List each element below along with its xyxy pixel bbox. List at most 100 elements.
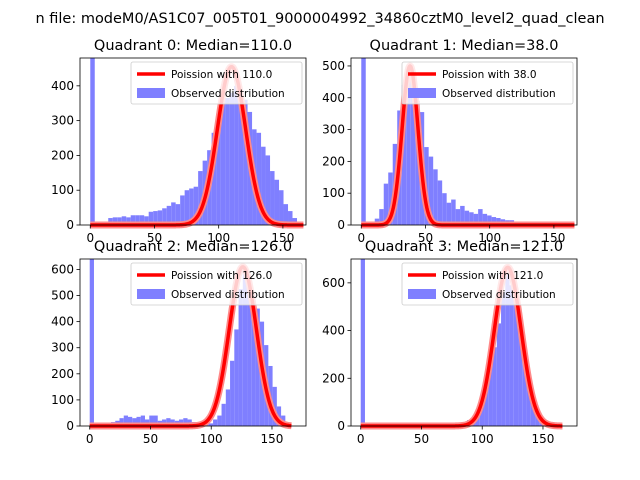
histogram-bar: [119, 418, 124, 426]
panel-quadrant-3: Quadrant 3: Median=121.0 0 50 100 150 0 200 4…: [322, 239, 578, 446]
legend-box: [130, 61, 303, 105]
legend-box: [130, 262, 303, 306]
histogram-bar: [123, 415, 128, 426]
histogram-bar: [211, 132, 217, 225]
panel-quadrant-2: Quadrant 2: Median=126.0 0 50 100 150 0 100 2…: [51, 239, 307, 446]
legend-label-poisson: Poission with 126.0: [171, 270, 272, 282]
legend-box: [401, 61, 574, 105]
y-tick-label: 200: [51, 148, 74, 162]
y-axis-ticks: 0 200 400 600: [322, 276, 351, 433]
y-axis-ticks: 0 100 200 300 400 500 600: [51, 262, 80, 433]
histogram-bar: [270, 171, 275, 225]
histogram-bar: [501, 292, 506, 426]
histogram-bar: [234, 329, 239, 426]
histogram-bar: [526, 378, 531, 426]
x-axis-ticks: 0 50 100 150: [86, 225, 294, 245]
histogram-bar: [238, 91, 244, 225]
panel-quadrant-1: Quadrant 1: Median=38.0 0 50 100 150 0 100 20…: [322, 38, 578, 245]
histogram-bar: [117, 217, 122, 225]
histogram-bar: [126, 217, 131, 225]
histogram-bar: [265, 155, 271, 225]
x-tick-label: 150: [271, 231, 294, 245]
histogram-bar: [144, 216, 149, 225]
y-tick-label: 0: [337, 218, 345, 232]
histogram-bar: [274, 179, 280, 225]
histogram-bar: [157, 210, 163, 225]
histogram-bar: [455, 209, 461, 225]
histogram-bar: [255, 308, 260, 426]
y-tick-label: 100: [51, 393, 74, 407]
panel-title: Quadrant 0: Median=110.0: [94, 38, 292, 54]
histogram-bar: [90, 58, 95, 225]
histogram-bar: [139, 215, 145, 225]
histogram-bar: [487, 215, 492, 225]
panel-title: Quadrant 3: Median=121.0: [365, 239, 563, 255]
histogram-bar: [162, 208, 167, 225]
y-tick-label: 100: [51, 183, 74, 197]
axes-frame: [79, 57, 307, 226]
histogram-bar: [153, 211, 158, 225]
y-tick-label: 200: [322, 154, 345, 168]
y-tick-label: 400: [322, 324, 345, 338]
histogram-bar: [247, 285, 252, 426]
histogram-bar: [213, 419, 218, 426]
histogram-bar: [530, 399, 536, 426]
y-tick-label: 0: [66, 419, 74, 433]
histogram-bar: [496, 323, 502, 426]
histogram-bar: [208, 423, 214, 426]
histogram-bar: [488, 361, 493, 426]
histogram-bar: [479, 405, 485, 426]
legend-label-observed: Observed distribution: [171, 88, 285, 100]
axes-frame: [350, 57, 578, 226]
x-axis-ticks: 0 50 100 150: [357, 426, 555, 446]
histogram-bar: [127, 416, 133, 426]
histogram-bar: [256, 132, 262, 225]
histogram-bar: [491, 217, 497, 225]
histogram-bar: [132, 418, 137, 426]
y-tick-label: 200: [322, 371, 345, 385]
y-tick-label: 0: [337, 419, 345, 433]
x-tick-label: 150: [532, 432, 555, 446]
histogram-bar: [148, 211, 154, 225]
figure-suptitle: n file: modeM0/AS1C07_005T01_9000004992_…: [35, 11, 604, 27]
panel-title: Quadrant 2: Median=126.0: [94, 239, 292, 255]
y-tick-label: 200: [51, 367, 74, 381]
y-tick-label: 300: [51, 114, 74, 128]
histogram-bar: [437, 180, 443, 225]
histogram-bar: [464, 210, 470, 225]
histogram-bar: [415, 100, 420, 225]
legend: Poission with 121.0 Observed distributio…: [401, 262, 574, 306]
axes-frame: [79, 258, 307, 427]
histogram-bar: [410, 83, 416, 225]
histogram-bar: [492, 347, 497, 426]
y-axis-ticks: 0 100 200 300 400: [51, 79, 80, 232]
histogram-bar: [401, 85, 407, 225]
x-tick-label: 100: [207, 231, 230, 245]
histogram-bar: [225, 389, 231, 426]
histogram-bar: [442, 193, 447, 225]
panel-quadrant-0: Quadrant 0: Median=110.0 0 50 100 150 0 100 2…: [51, 38, 307, 245]
x-tick-label: 50: [147, 231, 162, 245]
histogram-bar: [171, 202, 176, 225]
histogram-bar: [230, 360, 235, 426]
x-tick-label: 150: [542, 231, 565, 245]
y-tick-label: 0: [66, 218, 74, 232]
legend-bar-swatch: [408, 88, 436, 98]
histogram-bar: [288, 211, 293, 225]
x-tick-label: 100: [478, 231, 501, 245]
x-tick-label: 0: [357, 432, 365, 446]
histogram-bar: [135, 215, 140, 225]
y-tick-label: 100: [322, 186, 345, 200]
histogram-bar: [251, 295, 256, 426]
legend-box: [401, 262, 574, 306]
x-tick-label: 0: [86, 432, 94, 446]
histogram-bar: [360, 259, 365, 426]
legend-label-observed: Observed distribution: [171, 289, 285, 301]
histogram-bar: [261, 146, 266, 225]
histogram-bar: [478, 209, 483, 225]
histogram-bar: [130, 215, 136, 225]
x-axis-ticks: 0 50 100 150: [86, 426, 283, 446]
histogram-bar: [518, 325, 523, 426]
histogram-bar: [482, 213, 488, 225]
